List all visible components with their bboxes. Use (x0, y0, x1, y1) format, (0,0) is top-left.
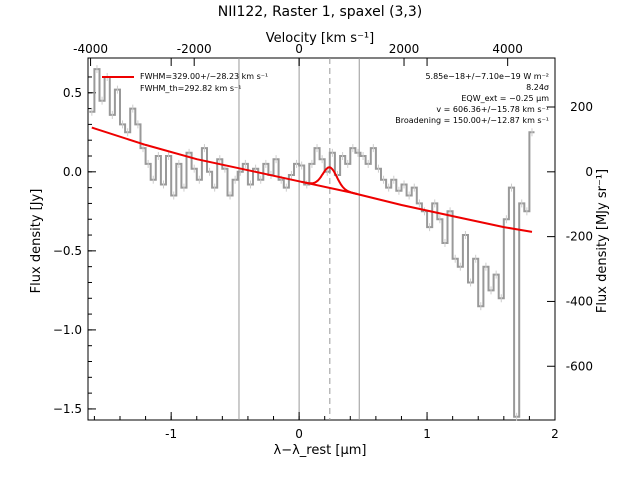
y-axis-label: Flux density [Jy] (29, 189, 44, 294)
top-axis-label: Velocity [km s⁻¹] (266, 31, 374, 46)
y-tick-label: −1.0 (53, 323, 82, 337)
y-tick-label: −0.5 (53, 244, 82, 258)
top-tick-label: 2000 (389, 42, 420, 56)
plot-frame (87, 57, 556, 421)
x-axis-label: λ−λ_rest [μm] (274, 443, 367, 458)
fit-annotation: v = 606.36+/−15.78 km s⁻¹ (436, 105, 549, 114)
gaussian-fit-line (301, 166, 358, 196)
y-tick-label: 0.5 (63, 86, 82, 100)
top-tick-label: -4000 (73, 42, 108, 56)
right-axis-label: Flux density [MJy sr⁻¹] (595, 169, 610, 313)
right-tick-label: -400 (566, 294, 593, 308)
fit-annotation: 8.24σ (526, 83, 549, 92)
x-tick-label: 1 (423, 427, 431, 441)
right-tick-label: -600 (566, 359, 593, 373)
top-tick-label: -2000 (177, 42, 212, 56)
top-tick-label: 0 (295, 42, 303, 56)
x-tick-label: -1 (165, 427, 177, 441)
right-tick-label: -200 (566, 230, 593, 244)
fit-annotation: Broadening = 150.00+/−12.87 km s⁻¹ (395, 116, 549, 125)
chart-title: NII122, Raster 1, spaxel (3,3) (218, 4, 423, 20)
top-tick-label: 4000 (492, 42, 523, 56)
continuum-fit-line (91, 126, 533, 233)
y-tick-label: 0.0 (63, 165, 82, 179)
fit-annotation: 5.85e−18+/−7.10e−19 W m⁻² (425, 72, 549, 81)
fit-annotation: EQW_ext = −0.25 μm (461, 94, 549, 103)
x-tick-label: 2 (551, 427, 559, 441)
legend-entry: FWHM=329.00+/−28.23 km s⁻¹ (140, 72, 268, 81)
right-tick-label: 200 (570, 100, 593, 114)
right-tick-label: 0 (585, 165, 593, 179)
legend-entry: FWHM_th=292.82 km s⁻¹ (140, 84, 241, 93)
x-tick-label: 0 (295, 427, 303, 441)
y-tick-label: −1.5 (53, 402, 82, 416)
